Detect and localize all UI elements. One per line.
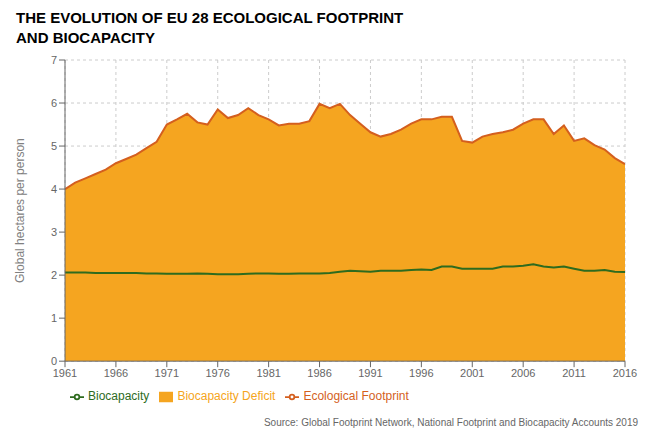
svg-text:1976: 1976	[205, 367, 229, 379]
html-text:Source: Global Footprint Netwo: Source: Global Footprint Network, Nation…	[263, 417, 638, 428]
html-text:Biocapacity Deficit: Biocapacity Deficit	[177, 389, 276, 404]
svg-text:2011: 2011	[562, 367, 586, 379]
svg-text:2006: 2006	[511, 367, 535, 379]
svg-text:1966: 1966	[104, 367, 128, 379]
svg-text:0: 0	[51, 355, 57, 367]
svg-text:1961: 1961	[53, 367, 77, 379]
svg-text:2016: 2016	[613, 367, 637, 379]
svg-text:2: 2	[51, 269, 57, 281]
svg-text:6: 6	[51, 97, 57, 109]
svg-text:Global hectares per person: Global hectares per person	[13, 138, 27, 283]
html-text:Ecological Footprint: Ecological Footprint	[303, 389, 409, 404]
svg-text:1: 1	[51, 312, 57, 324]
svg-text:2001: 2001	[460, 367, 484, 379]
svg-text:7: 7	[51, 54, 57, 66]
svg-text:1996: 1996	[409, 367, 433, 379]
svg-text:5: 5	[51, 140, 57, 152]
html-text:Biocapacity: Biocapacity	[88, 389, 150, 404]
svg-text:1991: 1991	[358, 367, 382, 379]
svg-text:3: 3	[51, 226, 57, 238]
html-text:AND BIOCAPACITY: AND BIOCAPACITY	[16, 29, 155, 46]
svg-text:1971: 1971	[155, 367, 179, 379]
svg-text:1986: 1986	[307, 367, 331, 379]
svg-text:1981: 1981	[256, 367, 280, 379]
svg-text:4: 4	[51, 183, 57, 195]
html-text:THE EVOLUTION OF EU 28 ECOLOGI: THE EVOLUTION OF EU 28 ECOLOGICAL FOOTPR…	[16, 9, 404, 26]
